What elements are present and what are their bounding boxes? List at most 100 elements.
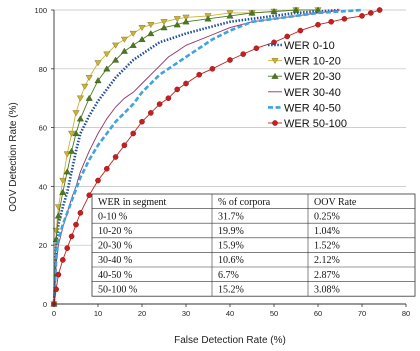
legend-item: WER 20-30 bbox=[268, 71, 341, 83]
table-cell: 31.7% bbox=[218, 211, 244, 222]
legend-label: WER 0-10 bbox=[284, 40, 335, 52]
data-point bbox=[248, 9, 256, 16]
data-point bbox=[156, 101, 163, 107]
data-point bbox=[359, 13, 365, 19]
legend-item: WER 40-50 bbox=[268, 102, 341, 114]
data-point bbox=[315, 21, 321, 28]
x-tick-label: 40 bbox=[226, 309, 234, 318]
data-point bbox=[182, 18, 190, 25]
y-tick-label: 60 bbox=[39, 124, 47, 133]
series-wer-40-50 bbox=[52, 8, 363, 305]
data-point bbox=[72, 130, 80, 137]
data-point bbox=[55, 271, 62, 278]
data-point bbox=[103, 65, 111, 72]
data-point bbox=[54, 212, 62, 219]
data-point bbox=[52, 227, 60, 234]
data-point bbox=[121, 142, 128, 149]
y-tick-label: 40 bbox=[39, 182, 47, 191]
table-row: 30-40 % 10.6% 2.12% bbox=[98, 255, 340, 266]
x-tick-label: 10 bbox=[94, 309, 102, 318]
data-point bbox=[85, 75, 93, 82]
series-line bbox=[53, 9, 318, 305]
table-cell: 0-10 % bbox=[98, 211, 127, 222]
data-point bbox=[138, 36, 146, 42]
table-header-cell: % of corpora bbox=[218, 197, 271, 208]
table-cell: 19.9% bbox=[218, 226, 244, 237]
legend-marker bbox=[272, 120, 278, 126]
data-point bbox=[59, 177, 67, 184]
data-point bbox=[173, 16, 181, 23]
data-point bbox=[94, 60, 102, 67]
data-point bbox=[94, 77, 102, 84]
table-cell: 3.08% bbox=[314, 284, 340, 295]
table-cell: 10.6% bbox=[218, 255, 244, 266]
x-tick-label: 0 bbox=[52, 309, 56, 318]
y-tick-label: 0 bbox=[43, 300, 47, 309]
data-point bbox=[271, 39, 277, 46]
table-cell: 2.12% bbox=[314, 255, 340, 266]
series-wer-50-100 bbox=[51, 7, 383, 307]
table-cell: 15.2% bbox=[218, 284, 244, 295]
data-point bbox=[86, 192, 92, 199]
table-header-row: WER in segment % of corpora OOV Rate bbox=[98, 197, 357, 208]
data-point bbox=[209, 66, 216, 72]
data-point bbox=[270, 8, 278, 15]
x-tick-label: 50 bbox=[270, 309, 278, 318]
legend: WER 0-10 WER 10-20 WER 20-30 WER 30-40 WER 4… bbox=[268, 40, 347, 130]
table-cell: 50-100 % bbox=[98, 284, 137, 295]
table-cell: 2.87% bbox=[314, 270, 340, 281]
data-point bbox=[147, 110, 154, 116]
data-point bbox=[226, 12, 234, 19]
data-point bbox=[147, 30, 155, 37]
data-point bbox=[160, 24, 168, 31]
data-point bbox=[130, 130, 136, 137]
data-point bbox=[183, 80, 189, 87]
data-point bbox=[112, 42, 120, 49]
data-point bbox=[165, 95, 172, 101]
data-point bbox=[341, 16, 348, 22]
tick-labels: 0 10 20 30 40 50 60 70 80 0 20 40 60 80 100 bbox=[34, 6, 410, 318]
data-point bbox=[182, 14, 190, 21]
table-cell: 1.52% bbox=[314, 241, 340, 252]
data-point bbox=[68, 233, 75, 240]
data-point bbox=[174, 86, 180, 93]
data-point bbox=[173, 21, 181, 28]
data-point bbox=[72, 110, 80, 117]
table-frame bbox=[91, 193, 416, 297]
data-point bbox=[138, 25, 146, 32]
table-row: 40-50 % 6.7% 2.87% bbox=[98, 270, 340, 281]
data-point bbox=[139, 118, 145, 125]
table-row: 10-20 % 19.9% 1.04% bbox=[98, 226, 340, 237]
data-point bbox=[76, 95, 84, 102]
y-tick-label: 80 bbox=[39, 65, 47, 74]
legend-marker bbox=[271, 58, 279, 64]
data-point bbox=[112, 154, 119, 160]
y-tick-label: 100 bbox=[34, 6, 47, 15]
x-tick-label: 60 bbox=[314, 309, 322, 318]
legend-label: WER 10-20 bbox=[284, 56, 341, 68]
data-point bbox=[85, 94, 93, 101]
data-point bbox=[64, 245, 70, 251]
data-point bbox=[104, 165, 110, 172]
data-point bbox=[120, 47, 128, 54]
data-point bbox=[292, 6, 300, 13]
x-axis-label: False Detection Rate (%) bbox=[174, 335, 286, 346]
data-point bbox=[112, 56, 120, 63]
data-point bbox=[103, 51, 111, 58]
data-point bbox=[63, 168, 71, 175]
data-point bbox=[367, 10, 374, 16]
table-header-cell: WER in segment bbox=[98, 197, 167, 208]
series-wer-20-30 bbox=[50, 6, 322, 307]
series-line bbox=[53, 9, 380, 305]
data-point bbox=[120, 36, 128, 43]
table-cell: 0.25% bbox=[314, 211, 340, 222]
table-cell: 6.7% bbox=[218, 270, 239, 281]
data-point bbox=[60, 257, 66, 263]
series-line bbox=[52, 8, 363, 305]
data-point bbox=[73, 221, 79, 228]
table-row: 20-30 % 15.9% 1.52% bbox=[98, 241, 340, 252]
table-cell: 1.04% bbox=[314, 226, 340, 237]
y-tick-label: 20 bbox=[39, 241, 47, 250]
data-point bbox=[59, 188, 67, 195]
